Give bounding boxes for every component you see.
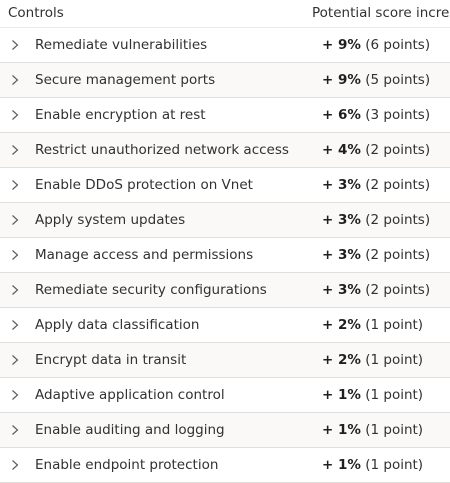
chevron-right-icon[interactable] bbox=[9, 354, 21, 366]
potential-score: + 3% (2 points) bbox=[322, 282, 430, 298]
chevron-right-icon[interactable] bbox=[9, 109, 21, 121]
score-percent: + 1% bbox=[322, 457, 361, 473]
chevron-right-icon[interactable] bbox=[9, 144, 21, 156]
chevron-right-icon[interactable] bbox=[9, 284, 21, 296]
table-row[interactable]: Remediate vulnerabilities + 9% (6 points… bbox=[0, 28, 450, 63]
chevron-right-icon[interactable] bbox=[9, 319, 21, 331]
potential-score: + 9% (5 points) bbox=[322, 72, 430, 88]
chevron-right-icon[interactable] bbox=[9, 74, 21, 86]
score-points: (2 points) bbox=[365, 177, 431, 193]
potential-score: + 1% (1 point) bbox=[322, 422, 423, 438]
table-row[interactable]: Enable auditing and logging + 1% (1 poin… bbox=[0, 413, 450, 448]
table-row[interactable]: Enable endpoint protection + 1% (1 point… bbox=[0, 448, 450, 483]
table-row[interactable]: Secure management ports + 9% (5 points) bbox=[0, 63, 450, 98]
score-points: (2 points) bbox=[365, 247, 431, 263]
score-percent: + 2% bbox=[322, 352, 361, 368]
chevron-right-icon[interactable] bbox=[9, 214, 21, 226]
score-points: (5 points) bbox=[365, 72, 431, 88]
control-name: Adaptive application control bbox=[35, 387, 225, 403]
table-row[interactable]: Restrict unauthorized network access + 4… bbox=[0, 133, 450, 168]
potential-score: + 6% (3 points) bbox=[322, 107, 430, 123]
score-percent: + 3% bbox=[322, 247, 361, 263]
potential-score: + 1% (1 point) bbox=[322, 387, 423, 403]
column-header-potential-score[interactable]: Potential score increa bbox=[312, 5, 450, 21]
control-name: Manage access and permissions bbox=[35, 247, 254, 263]
chevron-right-icon[interactable] bbox=[9, 459, 21, 471]
score-points: (1 point) bbox=[365, 422, 424, 438]
score-percent: + 6% bbox=[322, 107, 361, 123]
control-name: Remediate security configurations bbox=[35, 282, 267, 298]
score-points: (2 points) bbox=[365, 212, 431, 228]
potential-score: + 1% (1 point) bbox=[322, 457, 423, 473]
table-row[interactable]: Adaptive application control + 1% (1 poi… bbox=[0, 378, 450, 413]
chevron-right-icon[interactable] bbox=[9, 424, 21, 436]
chevron-right-icon[interactable] bbox=[9, 389, 21, 401]
score-points: (1 point) bbox=[365, 457, 424, 473]
score-percent: + 3% bbox=[322, 282, 361, 298]
score-points: (2 points) bbox=[365, 282, 431, 298]
control-name: Apply data classification bbox=[35, 317, 200, 333]
potential-score: + 2% (1 point) bbox=[322, 352, 423, 368]
score-percent: + 1% bbox=[322, 422, 361, 438]
table-header: Controls Potential score increa bbox=[0, 0, 450, 28]
score-percent: + 9% bbox=[322, 72, 361, 88]
score-points: (2 points) bbox=[365, 142, 431, 158]
table-row[interactable]: Enable encryption at rest + 6% (3 points… bbox=[0, 98, 450, 133]
control-name: Enable encryption at rest bbox=[35, 107, 206, 123]
score-percent: + 3% bbox=[322, 177, 361, 193]
control-name: Enable auditing and logging bbox=[35, 422, 225, 438]
table-row[interactable]: Apply data classification + 2% (1 point) bbox=[0, 308, 450, 343]
potential-score: + 9% (6 points) bbox=[322, 37, 430, 53]
potential-score: + 3% (2 points) bbox=[322, 212, 430, 228]
control-name: Remediate vulnerabilities bbox=[35, 37, 208, 53]
control-name: Enable DDoS protection on Vnet bbox=[35, 177, 253, 193]
table-row[interactable]: Remediate security configurations + 3% (… bbox=[0, 273, 450, 308]
control-name: Restrict unauthorized network access bbox=[35, 142, 289, 158]
table-row[interactable]: Apply system updates + 3% (2 points) bbox=[0, 203, 450, 238]
chevron-right-icon[interactable] bbox=[9, 39, 21, 51]
table-row[interactable]: Enable DDoS protection on Vnet + 3% (2 p… bbox=[0, 168, 450, 203]
score-points: (1 point) bbox=[365, 352, 424, 368]
score-percent: + 9% bbox=[322, 37, 361, 53]
potential-score: + 4% (2 points) bbox=[322, 142, 430, 158]
column-header-controls[interactable]: Controls bbox=[8, 5, 64, 21]
chevron-right-icon[interactable] bbox=[9, 179, 21, 191]
score-percent: + 1% bbox=[322, 387, 361, 403]
score-percent: + 3% bbox=[322, 212, 361, 228]
score-percent: + 4% bbox=[322, 142, 361, 158]
chevron-right-icon[interactable] bbox=[9, 249, 21, 261]
table-body: Remediate vulnerabilities + 9% (6 points… bbox=[0, 28, 450, 483]
control-name: Enable endpoint protection bbox=[35, 457, 219, 473]
score-points: (6 points) bbox=[365, 37, 431, 53]
score-percent: + 2% bbox=[322, 317, 361, 333]
potential-score: + 3% (2 points) bbox=[322, 177, 430, 193]
score-points: (1 point) bbox=[365, 317, 424, 333]
control-name: Secure management ports bbox=[35, 72, 216, 88]
table-row[interactable]: Manage access and permissions + 3% (2 po… bbox=[0, 238, 450, 273]
control-name: Apply system updates bbox=[35, 212, 186, 228]
score-points: (3 points) bbox=[365, 107, 431, 123]
control-name: Encrypt data in transit bbox=[35, 352, 187, 368]
score-points: (1 point) bbox=[365, 387, 424, 403]
potential-score: + 3% (2 points) bbox=[322, 247, 430, 263]
table-row[interactable]: Encrypt data in transit + 2% (1 point) bbox=[0, 343, 450, 378]
potential-score: + 2% (1 point) bbox=[322, 317, 423, 333]
